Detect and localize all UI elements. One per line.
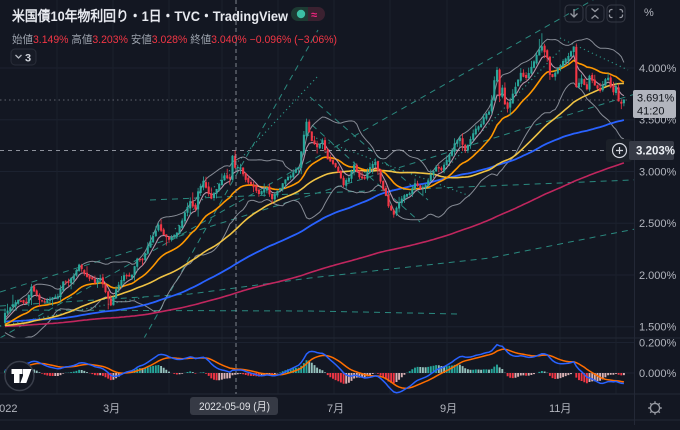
svg-text:2.000%: 2.000% xyxy=(639,270,677,282)
svg-text:11月: 11月 xyxy=(549,403,571,415)
svg-text:2.500%: 2.500% xyxy=(639,218,677,230)
svg-text:2022: 2022 xyxy=(0,403,17,415)
svg-text:0.000%: 0.000% xyxy=(639,368,677,380)
svg-text:3.203%: 3.203% xyxy=(636,146,675,158)
svg-text:3.691%: 3.691% xyxy=(637,93,675,105)
svg-text:0.200%: 0.200% xyxy=(639,337,677,349)
svg-text:始値3.149% 高値3.203% 安値3.028% 終値3: 始値3.149% 高値3.203% 安値3.028% 終値3.040% −0.0… xyxy=(12,32,337,46)
svg-text:3.000%: 3.000% xyxy=(639,166,677,178)
svg-text:7月: 7月 xyxy=(327,403,344,415)
svg-text:41:20: 41:20 xyxy=(637,106,665,118)
svg-text:≈: ≈ xyxy=(311,10,317,22)
svg-text:4.000%: 4.000% xyxy=(639,63,677,75)
svg-text:3月: 3月 xyxy=(103,403,120,415)
svg-text:9月: 9月 xyxy=(440,403,457,415)
svg-text:3: 3 xyxy=(25,53,31,65)
svg-text:2022-05-09 (月): 2022-05-09 (月) xyxy=(199,401,270,413)
svg-text:%: % xyxy=(644,7,654,19)
svg-text:1.500%: 1.500% xyxy=(639,322,677,334)
svg-text:米国債10年物利回り・1日・TVC・TradingView: 米国債10年物利回り・1日・TVC・TradingView xyxy=(12,8,288,24)
